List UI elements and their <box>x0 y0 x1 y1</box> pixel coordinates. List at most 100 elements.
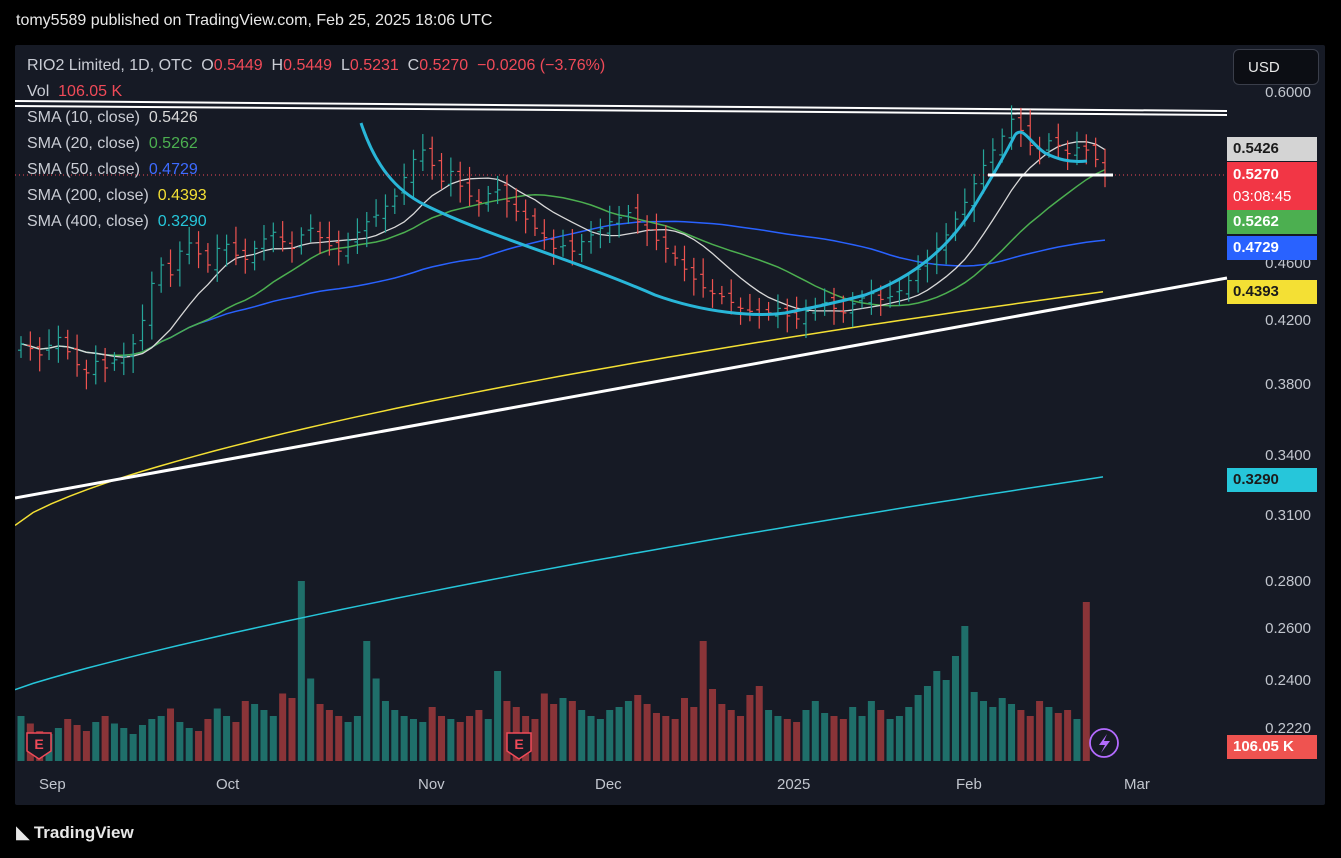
earnings-marker-letter: E <box>34 736 43 752</box>
tradingview-logo-icon: ◣ <box>16 822 30 842</box>
sma400-line <box>15 476 1104 691</box>
sma200-row[interactable]: SMA (200, close) 0.4393 <box>27 183 605 209</box>
lightning-glyph <box>1099 734 1110 753</box>
volume-bar <box>877 710 885 761</box>
volume-bar <box>1008 704 1016 761</box>
volume-bar <box>251 704 259 761</box>
volume-bar <box>718 704 726 761</box>
top-bar: tomy5589 published on TradingView.com, F… <box>0 0 1341 44</box>
volume-price-label: 106.05 K <box>1227 735 1317 759</box>
sma200-line <box>15 290 1104 527</box>
volume-bar <box>92 722 100 761</box>
volume-bar <box>353 716 361 761</box>
y-tick-label: 0.2220 <box>1265 720 1311 737</box>
sma10-label: SMA (10, close) <box>27 109 140 126</box>
sma20-row[interactable]: SMA (20, close) 0.5262 <box>27 131 605 157</box>
volume-bar <box>980 701 988 761</box>
volume-bar <box>793 722 801 761</box>
volume-bar <box>970 692 978 761</box>
open-label: O <box>201 57 214 74</box>
volume-bar <box>671 719 679 761</box>
volume-bar <box>148 719 156 761</box>
volume-bar <box>886 719 894 761</box>
volume-bar <box>232 722 240 761</box>
sma10-row[interactable]: SMA (10, close) 0.5426 <box>27 105 605 131</box>
x-tick-label: Feb <box>956 776 982 793</box>
volume-bar <box>73 725 81 761</box>
volume-bar <box>550 704 558 761</box>
volume-bar <box>1054 713 1062 761</box>
volume-bar <box>494 671 502 761</box>
volume-bar <box>288 698 296 761</box>
volume-bar <box>297 581 305 761</box>
volume-bar <box>138 725 146 761</box>
volume-bar <box>484 719 492 761</box>
sma400-price-label: 0.3290 <box>1227 468 1317 492</box>
volume-bar <box>755 686 763 761</box>
resistance-trendline-upper <box>15 100 1228 112</box>
volume-bar <box>680 698 688 761</box>
volume-bar <box>662 716 670 761</box>
x-tick-label: Mar <box>1124 776 1150 793</box>
tradingview-logo[interactable]: ◣ TradingView <box>16 822 134 843</box>
sma200-value: 0.4393 <box>157 187 207 204</box>
sma50-value: 0.4729 <box>148 161 198 178</box>
volume-bar <box>606 710 614 761</box>
volume-bar <box>624 701 632 761</box>
x-tick-label: Oct <box>216 776 240 793</box>
volume-bar <box>540 693 548 761</box>
volume-bar <box>316 704 324 761</box>
x-tick-label: Sep <box>39 776 66 793</box>
volume-bar <box>615 707 623 761</box>
low-value: 0.5231 <box>349 57 399 74</box>
change-value: −0.0206 (−3.76%) <box>477 57 606 74</box>
volume-bar <box>634 695 642 761</box>
volume-bar <box>1082 602 1090 761</box>
volume-bar <box>372 678 380 761</box>
volume-bar <box>204 719 212 761</box>
y-tick-label: 0.2600 <box>1265 620 1311 637</box>
volume-bar <box>914 695 922 761</box>
sma50-label: SMA (50, close) <box>27 161 140 178</box>
volume-bar <box>961 626 969 761</box>
volume-bar <box>998 698 1006 761</box>
volume-bar <box>587 716 595 761</box>
sma400-row[interactable]: SMA (400, close) 0.3290 <box>27 209 605 235</box>
y-tick-label: 0.3400 <box>1265 447 1311 464</box>
volume-bar <box>578 710 586 761</box>
volume-bar <box>223 716 231 761</box>
volume-bar <box>746 695 754 761</box>
sma50-row[interactable]: SMA (50, close) 0.4729 <box>27 157 605 183</box>
volume-bar <box>830 716 838 761</box>
earnings-marker-letter: E <box>514 736 523 752</box>
volume-bar <box>503 701 511 761</box>
currency-button[interactable]: USD <box>1233 49 1319 85</box>
symbol-label: RIO2 Limited, 1D, OTC <box>27 57 193 74</box>
volume-bar <box>195 731 203 761</box>
volume-bar <box>120 728 128 761</box>
volume-bar <box>951 656 959 761</box>
volume-bar <box>1045 707 1053 761</box>
volume-bar <box>923 686 931 761</box>
volume-bar <box>1036 701 1044 761</box>
earnings-marker-icon <box>506 732 532 760</box>
support-trendline <box>15 276 1228 500</box>
volume-bar <box>167 708 175 761</box>
chart-legend: RIO2 Limited, 1D, OTC O0.5449 H0.5449 L0… <box>27 53 605 235</box>
volume-bar <box>307 678 315 761</box>
volume-bar <box>438 716 446 761</box>
volume-bar <box>1026 716 1034 761</box>
sma10-price-label: 0.5426 <box>1227 137 1317 161</box>
volume-bar <box>699 641 707 761</box>
volume-bar <box>895 716 903 761</box>
volume-bar <box>559 698 567 761</box>
volume-bar <box>989 707 997 761</box>
y-tick-label: 0.3100 <box>1265 507 1311 524</box>
volume-row: Vol 106.05 K <box>27 79 605 105</box>
sma50-price-label: 0.4729 <box>1227 236 1317 260</box>
x-tick-label: 2025 <box>777 776 811 793</box>
volume-bar <box>802 710 810 761</box>
volume-bar <box>867 701 875 761</box>
